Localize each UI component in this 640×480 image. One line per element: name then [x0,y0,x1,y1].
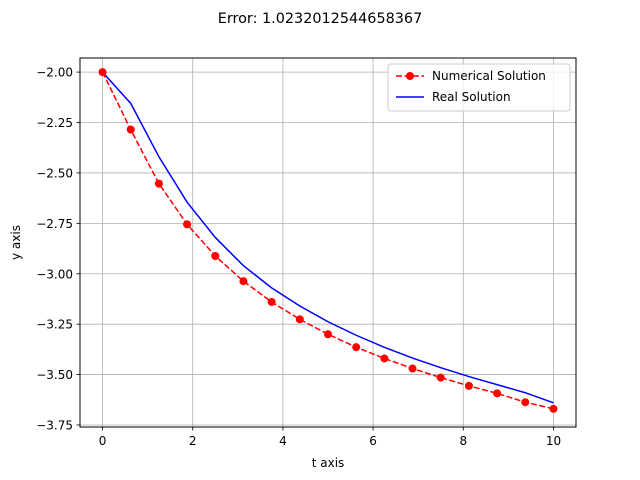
series-numerical-solution-line [101,71,554,410]
legend-box [387,63,571,112]
legend-numerical-marker [406,72,414,80]
numerical-solution-point [154,179,163,188]
x-tick-label: 2 [189,434,197,448]
y-axis-label: y axis [9,225,23,260]
x-tick-label: 6 [369,434,377,448]
y-tick-label: −3.25 [36,318,73,332]
x-tick-label: 0 [99,434,107,448]
y-tick-label: −3.75 [36,418,73,432]
y-tick-label: −2.00 [36,66,73,80]
numerical-solution-point [211,252,220,261]
numerical-solution-point [239,277,248,286]
series-layer [98,68,558,413]
chart-title: Error: 1.0232012544658367 [218,11,422,27]
y-tick-label: −2.75 [36,217,73,231]
numerical-solution-point [408,364,417,373]
numerical-solution-point [436,373,445,382]
numerical-solution-point [380,354,389,363]
y-tick-label: −2.50 [36,166,73,180]
y-tick-label: −3.50 [36,368,73,382]
numerical-solution-point [126,125,135,134]
legend: Numerical Solution Real Solution [387,63,571,112]
ticks: 0 2 4 6 8 10 −2.00 −2.25 −2.50 −2.75 −3.00 −3.25 −3.… [36,66,561,448]
legend-numerical-label: Numerical Solution [432,69,546,83]
numerical-solution-point [352,343,361,352]
numerical-solution-point [324,330,332,339]
numerical-solution-point [521,398,530,407]
legend-real-label: Real Solution [432,90,511,104]
numerical-solution-point [295,315,304,324]
series-real-solution-line [101,71,554,404]
y-tick-label: −2.25 [36,116,73,130]
numerical-solution-point [183,220,192,229]
x-axis-label: t axis [312,456,345,470]
numerical-solution-point [464,381,473,390]
x-tick-label: 8 [459,434,467,448]
numerical-solution-point [267,297,276,306]
numerical-solution-point [549,404,558,413]
grid [80,58,576,427]
y-tick-label: −3.00 [36,267,73,281]
numerical-solution-point [98,68,107,77]
x-tick-label: 4 [279,434,287,448]
numerical-solution-point [493,389,502,398]
axes-frame [79,57,577,428]
x-tick-label: 10 [546,434,561,448]
